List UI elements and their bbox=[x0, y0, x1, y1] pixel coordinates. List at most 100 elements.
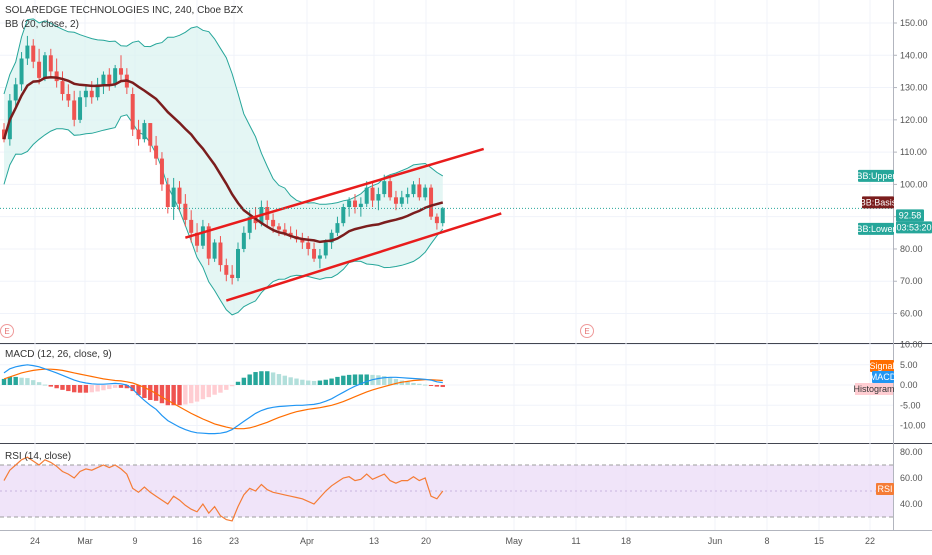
candle[interactable] bbox=[218, 236, 223, 272]
candle[interactable] bbox=[200, 219, 205, 249]
candle[interactable] bbox=[423, 184, 428, 201]
macd-histogram-bar bbox=[189, 385, 194, 404]
candle[interactable] bbox=[130, 87, 135, 136]
candle-body bbox=[224, 265, 229, 275]
y-tick-label: 100.00 bbox=[900, 179, 928, 189]
candle[interactable] bbox=[101, 71, 106, 95]
candle[interactable] bbox=[48, 48, 53, 78]
signal-tag-text: Signal bbox=[869, 361, 894, 371]
candle[interactable] bbox=[72, 90, 77, 127]
macd-histogram-bar bbox=[183, 385, 188, 405]
candle[interactable] bbox=[276, 223, 281, 237]
rsi-tag-text: RSI bbox=[877, 484, 892, 494]
candle[interactable] bbox=[300, 232, 305, 249]
x-tick-label: 11 bbox=[571, 536, 580, 546]
candle[interactable] bbox=[434, 213, 439, 230]
candle[interactable] bbox=[154, 135, 159, 166]
candle[interactable] bbox=[376, 187, 381, 211]
candle[interactable] bbox=[341, 203, 346, 227]
candle[interactable] bbox=[312, 242, 317, 262]
trendline-lower[interactable] bbox=[225, 212, 502, 302]
candle[interactable] bbox=[195, 223, 200, 253]
macd-legend: MACD (12, 26, close, 9) bbox=[5, 349, 112, 360]
rsi-tag-bg bbox=[876, 483, 894, 495]
macd-histogram-bar bbox=[54, 385, 59, 389]
last-price-tag-text: 92.58 bbox=[899, 210, 922, 220]
candle[interactable] bbox=[411, 181, 416, 198]
rsi-line bbox=[3, 456, 444, 522]
candle[interactable] bbox=[119, 55, 123, 82]
candle[interactable] bbox=[429, 184, 434, 220]
candle-body bbox=[312, 248, 317, 259]
candle[interactable] bbox=[25, 35, 30, 65]
bb-upper-tag-text: BB:Upper bbox=[856, 171, 895, 181]
candle[interactable] bbox=[19, 52, 24, 91]
candle[interactable] bbox=[37, 48, 42, 85]
candle[interactable] bbox=[230, 265, 235, 285]
candle[interactable] bbox=[142, 119, 147, 143]
candle[interactable] bbox=[136, 119, 141, 146]
trendline-upper[interactable] bbox=[184, 147, 485, 239]
candle[interactable] bbox=[13, 77, 18, 107]
macd-histogram-bar bbox=[218, 385, 223, 393]
candle[interactable] bbox=[358, 197, 363, 217]
candle[interactable] bbox=[165, 177, 170, 214]
macd-histogram-bar bbox=[387, 377, 393, 385]
candle[interactable] bbox=[2, 123, 6, 143]
candle[interactable] bbox=[393, 190, 398, 211]
candle[interactable] bbox=[317, 248, 322, 269]
candle-body bbox=[83, 90, 88, 98]
candle[interactable] bbox=[177, 181, 182, 211]
candle[interactable] bbox=[66, 84, 71, 107]
macd-histogram-bar bbox=[364, 374, 369, 385]
candle[interactable] bbox=[353, 194, 357, 214]
candle[interactable] bbox=[399, 190, 404, 207]
candle[interactable] bbox=[171, 177, 176, 220]
candle[interactable] bbox=[60, 71, 65, 101]
candle[interactable] bbox=[107, 68, 112, 91]
candle[interactable] bbox=[440, 206, 445, 227]
candle-body bbox=[347, 200, 352, 207]
x-tick-label: 24 bbox=[30, 536, 40, 546]
macd-histogram-bar bbox=[417, 383, 422, 385]
candle[interactable] bbox=[159, 152, 164, 191]
candle[interactable] bbox=[54, 58, 59, 88]
candle-body bbox=[364, 187, 369, 204]
earnings-marker[interactable]: E bbox=[0, 324, 14, 338]
candle[interactable] bbox=[224, 258, 229, 282]
candle[interactable] bbox=[335, 216, 340, 237]
candle[interactable] bbox=[183, 194, 188, 227]
candle[interactable] bbox=[236, 242, 240, 282]
candle[interactable] bbox=[417, 177, 422, 201]
candle[interactable] bbox=[83, 84, 88, 107]
candle[interactable] bbox=[388, 174, 393, 201]
candle[interactable] bbox=[323, 239, 328, 259]
macd-histogram-bar bbox=[165, 385, 170, 406]
y-tick-label: 70.00 bbox=[900, 276, 923, 286]
candle[interactable] bbox=[347, 197, 352, 217]
candle[interactable] bbox=[78, 90, 83, 124]
candle[interactable] bbox=[95, 77, 100, 101]
macd-histogram-bar bbox=[241, 377, 247, 385]
candle[interactable] bbox=[212, 239, 217, 262]
earnings-marker-circle bbox=[580, 324, 594, 338]
macd-histogram-bar bbox=[311, 380, 317, 385]
candle[interactable] bbox=[405, 187, 410, 204]
candle-body bbox=[60, 81, 65, 95]
x-tick-label: 8 bbox=[764, 536, 769, 546]
candle-body bbox=[376, 194, 381, 201]
candle[interactable] bbox=[42, 52, 47, 82]
macd-histogram-bar bbox=[423, 384, 428, 386]
bb-lower-tag-text: BB:Lower bbox=[856, 224, 895, 234]
candle[interactable] bbox=[31, 39, 36, 69]
earnings-marker[interactable]: E bbox=[580, 324, 594, 338]
macd-histogram-bar bbox=[148, 385, 153, 400]
candle[interactable] bbox=[364, 181, 369, 207]
y-tick-label: -5.00 bbox=[900, 400, 921, 410]
candle[interactable] bbox=[148, 123, 153, 153]
candle[interactable] bbox=[241, 226, 246, 253]
bb-lower-tag: BB:Lower bbox=[856, 222, 896, 235]
candle[interactable] bbox=[370, 181, 375, 207]
